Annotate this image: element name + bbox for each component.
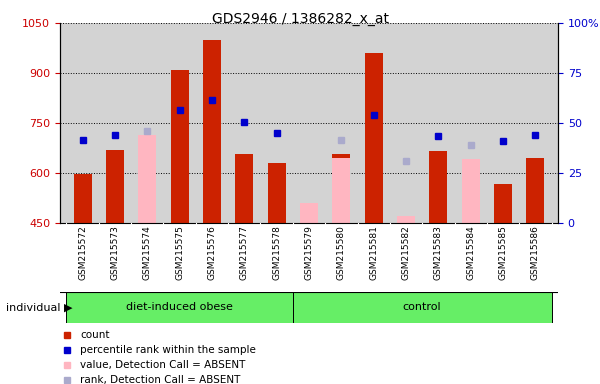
Bar [74,174,92,223]
Bar [203,40,221,223]
Text: individual ▶: individual ▶ [6,302,73,312]
Bar [293,292,551,323]
Text: GSM215573: GSM215573 [110,225,119,280]
Bar [332,154,350,223]
Text: GSM215578: GSM215578 [272,225,281,280]
Text: rank, Detection Call = ABSENT: rank, Detection Call = ABSENT [80,375,240,384]
Bar [365,53,383,223]
Text: GSM215581: GSM215581 [369,225,378,280]
Text: GSM215572: GSM215572 [78,225,87,280]
Bar [462,159,479,223]
Text: GSM215579: GSM215579 [305,225,314,280]
Text: value, Detection Call = ABSENT: value, Detection Call = ABSENT [80,360,245,370]
Text: GDS2946 / 1386282_x_at: GDS2946 / 1386282_x_at [212,12,389,25]
Text: GSM215580: GSM215580 [337,225,346,280]
Bar [106,150,124,223]
Bar [332,158,350,223]
Bar [139,134,156,223]
Text: GSM215574: GSM215574 [143,225,152,280]
Bar [494,184,512,223]
Text: diet-induced obese: diet-induced obese [126,302,233,312]
Text: control: control [403,302,442,312]
Bar [171,70,188,223]
Text: GSM215586: GSM215586 [531,225,540,280]
Bar [67,292,293,323]
Text: GSM215577: GSM215577 [240,225,249,280]
Bar [526,158,544,223]
Text: percentile rank within the sample: percentile rank within the sample [80,345,256,355]
Text: GSM215582: GSM215582 [401,225,410,280]
Text: GSM215583: GSM215583 [434,225,443,280]
Text: count: count [80,330,109,340]
Bar [430,151,447,223]
Bar [235,154,253,223]
Bar [300,203,318,223]
Bar [397,216,415,223]
Text: GSM215585: GSM215585 [499,225,508,280]
Text: GSM215575: GSM215575 [175,225,184,280]
Text: GSM215584: GSM215584 [466,225,475,280]
Text: GSM215576: GSM215576 [208,225,217,280]
Bar [268,164,286,223]
